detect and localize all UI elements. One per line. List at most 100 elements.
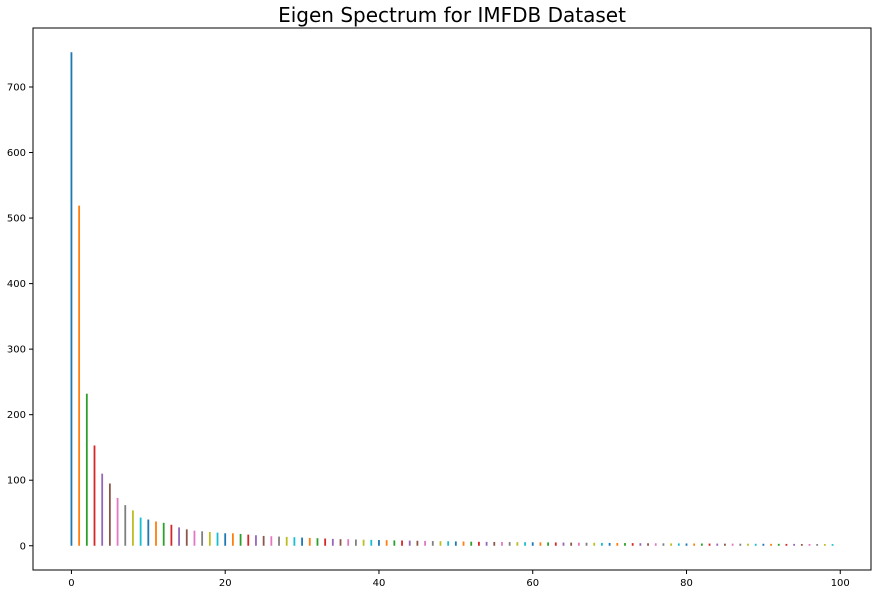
bar-19	[216, 532, 219, 546]
bar-22	[239, 533, 242, 546]
bar-49	[447, 541, 450, 546]
bar-17	[201, 531, 204, 546]
bar-1	[78, 205, 81, 546]
bar-76	[654, 543, 657, 546]
bar-90	[762, 543, 765, 546]
y-tick-label-300: 300	[7, 345, 26, 356]
bar-50	[454, 541, 457, 546]
bar-74	[639, 543, 642, 546]
bar-83	[708, 543, 711, 546]
bar-52	[470, 541, 473, 546]
x-tick-label-0: 0	[68, 578, 74, 589]
bar-60	[531, 542, 534, 546]
bar-20	[224, 533, 227, 546]
bar-4	[101, 473, 104, 546]
bar-10	[147, 519, 150, 546]
bar-45	[416, 540, 419, 546]
y-tick-label-400: 400	[7, 279, 26, 290]
bar-32	[316, 538, 319, 546]
bar-42	[393, 540, 396, 546]
bar-16	[193, 530, 196, 546]
bar-91	[770, 543, 772, 546]
bar-21	[231, 533, 234, 546]
bar-88	[747, 543, 749, 546]
bar-53	[478, 541, 480, 546]
chart-axes: 0 20 40 60 80 100 0 100 200 300 400 500 600 700	[7, 27, 872, 589]
bar-59	[524, 542, 526, 546]
chart-marks	[70, 52, 834, 546]
x-tick-label-60: 60	[526, 578, 539, 589]
bar-80	[685, 543, 688, 546]
bar-23	[247, 534, 250, 546]
y-tick-label-200: 200	[7, 410, 26, 421]
bar-55	[493, 541, 496, 546]
bar-75	[647, 543, 649, 546]
bar-67	[585, 542, 588, 546]
bar-70	[608, 542, 611, 546]
bar-77	[662, 543, 665, 546]
bar-40	[378, 540, 380, 546]
bar-38	[362, 539, 365, 546]
bar-0	[70, 52, 73, 546]
bar-98	[823, 544, 826, 546]
bar-5	[108, 483, 111, 546]
x-tick-label-80: 80	[680, 578, 693, 589]
bar-69	[601, 542, 603, 546]
bar-54	[485, 541, 488, 546]
bar-8	[132, 510, 134, 546]
bar-14	[178, 527, 180, 546]
bar-37	[355, 539, 357, 546]
bar-66	[577, 542, 580, 546]
bar-58	[516, 542, 519, 546]
bar-65	[570, 542, 573, 546]
bar-89	[754, 543, 757, 546]
bar-96	[808, 543, 811, 546]
bar-39	[370, 539, 373, 546]
bar-73	[631, 543, 634, 546]
bar-3	[93, 445, 96, 546]
bar-56	[501, 542, 503, 546]
bar-64	[562, 542, 565, 546]
bar-43	[401, 540, 403, 546]
bar-28	[285, 536, 288, 546]
bar-48	[439, 541, 442, 546]
bar-9	[139, 517, 142, 546]
bar-93	[785, 543, 788, 546]
bar-33	[324, 538, 327, 546]
bar-63	[554, 542, 557, 546]
x-tick-label-100: 100	[831, 578, 850, 589]
bar-82	[700, 543, 703, 546]
bar-46	[424, 540, 426, 546]
bar-31	[308, 537, 311, 546]
bar-94	[793, 543, 796, 546]
bar-35	[339, 539, 342, 546]
bar-86	[731, 543, 734, 546]
bar-92	[777, 543, 780, 546]
bar-84	[716, 543, 719, 546]
x-tick-label-40: 40	[373, 578, 386, 589]
bar-18	[208, 531, 211, 546]
bar-11	[155, 521, 157, 546]
bar-7	[124, 505, 127, 546]
bar-2	[85, 393, 88, 546]
x-tick-label-20: 20	[219, 578, 232, 589]
bar-57	[508, 542, 511, 546]
bar-78	[670, 543, 673, 546]
bar-97	[816, 544, 819, 546]
bar-25	[262, 535, 265, 546]
bar-72	[624, 543, 626, 546]
bar-47	[431, 541, 434, 546]
bar-12	[162, 522, 165, 546]
bar-24	[255, 535, 257, 546]
bar-81	[693, 543, 696, 546]
bar-13	[170, 524, 173, 546]
bar-51	[462, 541, 465, 546]
bar-87	[739, 543, 742, 546]
bar-68	[593, 542, 596, 546]
bar-29	[293, 537, 296, 546]
y-tick-label-500: 500	[7, 214, 26, 225]
plot-frame	[32, 27, 872, 571]
y-tick-label-600: 600	[7, 148, 26, 159]
